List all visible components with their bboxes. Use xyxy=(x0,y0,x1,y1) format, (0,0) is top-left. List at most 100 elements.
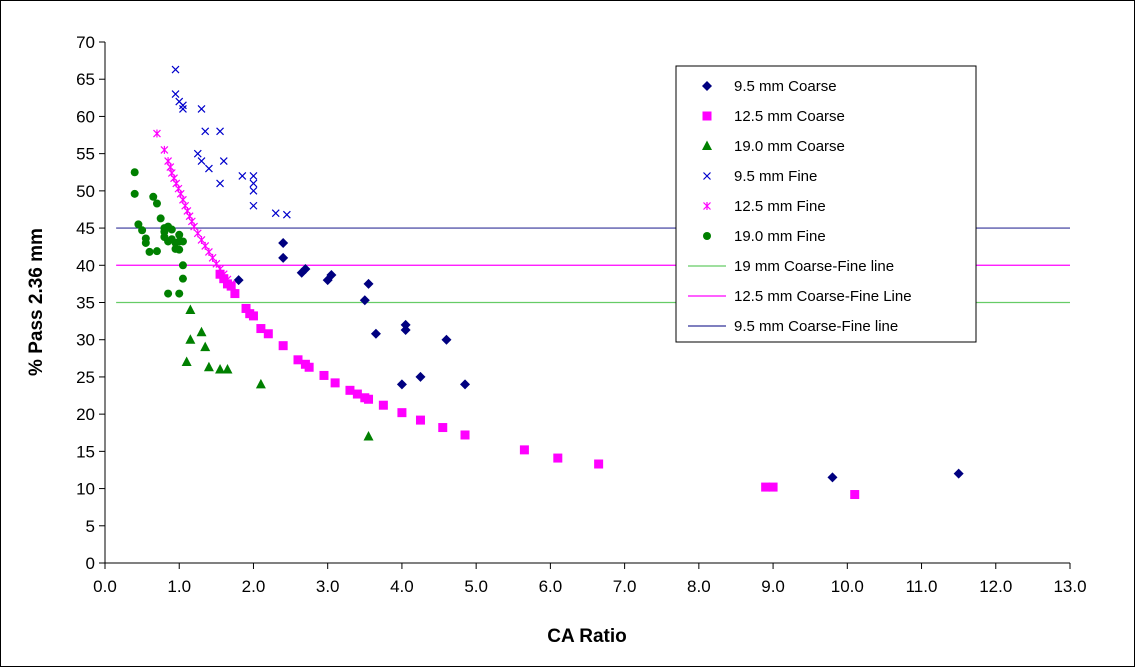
data-point xyxy=(241,303,251,313)
y-tick-label: 0 xyxy=(86,554,95,573)
legend-label: 9.5 mm Coarse-Fine line xyxy=(734,318,898,335)
x-tick-label: 5.0 xyxy=(464,577,488,596)
data-points xyxy=(130,65,964,500)
y-tick-label: 30 xyxy=(76,331,95,350)
x-ticks: 0.0 1.0 2.0 3.0 4.0 5.0 6.0 7.0 8.0 9.0 10.0 11.0 12… xyxy=(93,563,1087,596)
data-point xyxy=(326,269,337,280)
data-point xyxy=(278,341,288,351)
y-tick-label: 70 xyxy=(76,33,95,52)
data-point xyxy=(175,245,184,254)
data-point xyxy=(178,237,187,246)
series-0 xyxy=(233,237,964,483)
data-point xyxy=(219,157,228,166)
data-point xyxy=(175,289,184,298)
legend-label: 12.5 mm Coarse-Fine Line xyxy=(734,288,912,305)
series-2 xyxy=(181,304,374,441)
series-3 xyxy=(171,65,291,219)
data-point xyxy=(330,378,340,388)
legend-label: 19.0 mm Fine xyxy=(734,228,826,245)
data-point xyxy=(282,210,291,219)
x-tick-label: 4.0 xyxy=(390,577,414,596)
legend-swatch xyxy=(702,140,712,150)
data-point xyxy=(249,179,258,188)
data-point xyxy=(200,341,211,352)
legend-label: 12.5 mm Coarse xyxy=(734,108,845,125)
x-axis-title: CA Ratio xyxy=(547,626,627,647)
x-tick-label: 7.0 xyxy=(613,577,637,596)
data-point xyxy=(249,172,258,180)
y-tick-label: 60 xyxy=(76,107,95,126)
data-point xyxy=(278,237,289,248)
data-point xyxy=(233,275,244,286)
data-point xyxy=(160,145,169,154)
data-point xyxy=(248,311,258,321)
legend-swatch xyxy=(703,172,711,180)
data-point xyxy=(256,324,266,334)
data-point xyxy=(145,247,154,256)
data-point xyxy=(238,172,247,180)
legend-label: 19.0 mm Coarse xyxy=(734,138,845,155)
data-point xyxy=(171,65,180,74)
data-point xyxy=(460,430,470,440)
data-point xyxy=(594,459,604,469)
data-point xyxy=(460,379,471,390)
data-point xyxy=(185,334,196,344)
data-point xyxy=(352,389,362,399)
data-point xyxy=(164,289,173,298)
data-point xyxy=(768,482,778,492)
data-point xyxy=(438,423,448,433)
data-point xyxy=(278,252,289,263)
data-point xyxy=(149,192,158,201)
y-tick-label: 55 xyxy=(76,145,95,164)
data-point xyxy=(197,105,206,113)
y-tick-label: 25 xyxy=(76,368,95,387)
data-point xyxy=(201,127,210,136)
data-point xyxy=(166,163,175,172)
data-point xyxy=(415,371,426,382)
data-point xyxy=(363,430,374,441)
data-point xyxy=(152,199,161,208)
legend-label: 9.5 mm Coarse xyxy=(734,78,837,95)
x-tick-label: 9.0 xyxy=(761,577,785,596)
data-point xyxy=(179,101,187,110)
data-point xyxy=(134,220,143,229)
data-point xyxy=(255,378,266,389)
data-point xyxy=(181,356,192,367)
x-tick-label: 3.0 xyxy=(316,577,340,596)
y-ticks: 0 5 10 15 20 25 30 35 40 45 50 55 60 65 70 xyxy=(76,33,105,573)
legend-swatch xyxy=(703,202,711,210)
data-point xyxy=(827,472,838,483)
legend: 9.5 mm Coarse 12.5 mm Coarse 19.0 mm Coars… xyxy=(675,65,977,343)
x-tick-label: 8.0 xyxy=(687,577,711,596)
data-point xyxy=(370,328,381,339)
x-tick-label: 1.0 xyxy=(167,577,191,596)
data-point xyxy=(171,90,180,99)
data-point xyxy=(204,164,213,173)
legend-label: 9.5 mm Fine xyxy=(734,168,817,185)
data-point xyxy=(359,295,370,306)
data-point xyxy=(178,261,187,270)
data-point xyxy=(216,265,224,274)
data-point xyxy=(230,289,240,299)
data-point xyxy=(400,319,411,330)
data-point xyxy=(415,415,425,425)
data-point xyxy=(197,157,206,166)
data-point xyxy=(249,201,258,210)
y-axis-title: % Pass 2.36 mm xyxy=(26,228,47,376)
data-point xyxy=(953,468,964,479)
data-point xyxy=(364,394,374,404)
data-point xyxy=(215,363,226,374)
data-point xyxy=(185,304,196,314)
x-tick-label: 10.0 xyxy=(831,577,864,596)
data-point xyxy=(193,149,202,158)
data-point xyxy=(138,226,147,235)
data-point xyxy=(219,274,229,284)
data-point xyxy=(249,186,258,195)
data-point xyxy=(850,490,860,500)
data-point xyxy=(441,334,452,345)
data-point xyxy=(345,385,355,395)
series-4 xyxy=(153,129,236,288)
data-point xyxy=(263,329,273,339)
data-point xyxy=(378,400,388,410)
